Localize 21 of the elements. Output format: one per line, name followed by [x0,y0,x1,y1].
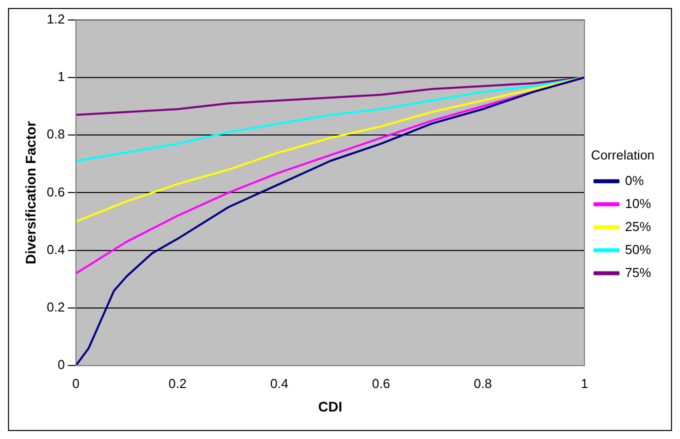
x-tick-label: 0.2 [168,376,187,391]
y-tick-label: 0.8 [46,126,65,142]
y-tick-label: 0.6 [46,184,65,200]
legend-label: 0% [624,172,644,188]
y-axis-title: Diversification Factor [22,120,38,264]
x-tick-label: 1 [580,376,588,391]
x-tick-label: 0.4 [270,376,288,391]
x-tick-label: 0 [72,376,80,391]
legend-label: 10% [624,196,652,211]
y-tick-label: 0 [58,357,65,372]
legend-label: 50% [624,242,652,257]
legend-label: 25% [624,218,652,234]
y-tick-label: 0.2 [46,300,65,315]
legend-label: 75% [624,264,652,280]
y-tick-label: 1.2 [46,11,65,26]
legend-title: Correlation [590,147,655,162]
x-axis-title: CDI [318,398,342,414]
x-tick-label: 0.6 [372,376,390,391]
y-tick-label: 0.4 [46,242,65,257]
x-tick-label: 0.8 [474,376,492,391]
y-tick-label: 1 [58,69,65,84]
